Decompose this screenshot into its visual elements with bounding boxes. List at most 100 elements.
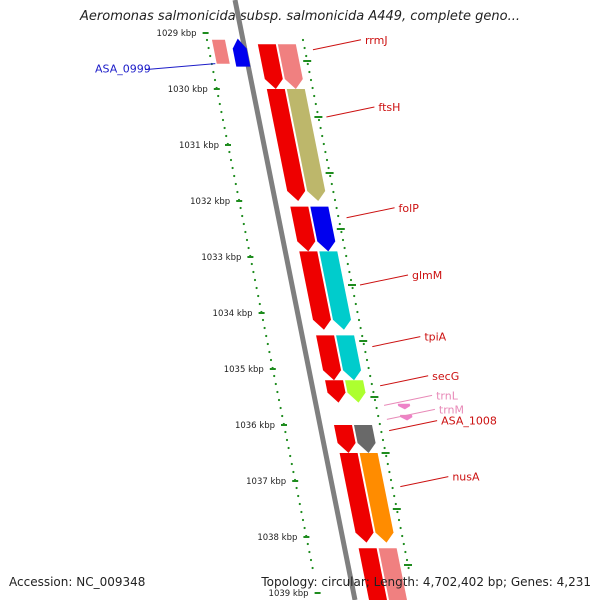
feature-leader xyxy=(144,63,216,71)
outer-ruler-dot xyxy=(388,470,391,474)
outer-ruler-dot xyxy=(322,142,325,146)
feature-ASA_1008-arrow xyxy=(354,425,376,453)
ruler-tick-label: 1036 kbp xyxy=(235,421,275,431)
outer-ruler-dot xyxy=(341,238,345,242)
feature-leader xyxy=(386,408,435,420)
ruler-dot xyxy=(218,102,221,106)
ruler-tick-label: 1033 kbp xyxy=(201,253,241,263)
genome-summary: Topology: circular; Length: 4,702,402 bp… xyxy=(261,575,591,589)
outer-ruler-dot xyxy=(381,438,385,442)
outer-ruler-dot xyxy=(301,38,305,42)
outer-ruler-dot xyxy=(338,222,341,226)
ruler-dot xyxy=(287,446,290,450)
outer-ruler-dot xyxy=(389,478,393,482)
outer-ruler-dot xyxy=(365,358,369,362)
accession-label: Accession: NC_009348 xyxy=(9,575,146,589)
outer-ruler-dot xyxy=(399,526,402,530)
ruler-dot xyxy=(247,246,250,250)
feature-label: ASA_0999 xyxy=(95,63,151,76)
ruler-dot xyxy=(207,46,210,50)
outer-ruler-dot xyxy=(391,486,394,490)
feature-label: ftsH xyxy=(378,101,400,114)
feature-block xyxy=(211,39,230,64)
outer-ruler-dot xyxy=(394,502,397,506)
ruler-tick-label: 1038 kbp xyxy=(257,533,297,543)
ruler-dot xyxy=(308,550,311,554)
outer-ruler-dot xyxy=(308,70,311,74)
outer-ruler-dot xyxy=(321,134,324,138)
outer-ruler-dot xyxy=(385,454,388,458)
ruler-dot xyxy=(284,430,287,434)
ruler-tick-label: 1032 kbp xyxy=(190,197,230,207)
outer-ruler-dot xyxy=(303,46,306,50)
ruler-dot xyxy=(277,398,281,402)
cds-arrow xyxy=(334,425,356,453)
ruler-tick-label: 1031 kbp xyxy=(179,141,219,151)
ruler-dot xyxy=(241,214,244,218)
ruler-dot xyxy=(225,134,228,138)
outer-ruler-dot xyxy=(393,494,396,498)
ruler-dot xyxy=(205,38,209,42)
feature-label: ASA_1008 xyxy=(441,415,497,428)
outer-ruler-dot xyxy=(383,446,386,450)
outer-ruler-dot xyxy=(369,374,372,378)
outer-ruler-dot xyxy=(364,350,367,354)
feature-label: glmM xyxy=(412,269,442,282)
feature-glmM-arrow xyxy=(319,251,351,330)
ruler-dot xyxy=(220,110,223,114)
feature-leader xyxy=(383,394,433,406)
ruler-dot xyxy=(273,374,276,378)
outer-ruler-dot xyxy=(396,510,399,514)
feature-ftsH-arrow xyxy=(286,89,326,201)
feature-track xyxy=(211,38,413,600)
outer-ruler-dot xyxy=(401,534,404,538)
ruler-dots xyxy=(205,38,314,570)
outer-ruler-dot xyxy=(359,326,362,330)
ruler-dot xyxy=(252,270,255,274)
cds-track xyxy=(257,44,387,600)
feature-label: rrmJ xyxy=(365,34,388,47)
outer-ruler-dot xyxy=(354,302,357,306)
outer-ruler-dot xyxy=(380,430,383,434)
outer-ruler-dot xyxy=(402,542,405,546)
cds-arrow xyxy=(257,44,283,89)
outer-ruler-dot xyxy=(378,422,381,426)
outer-ruler-dot xyxy=(314,102,317,106)
ruler-dot xyxy=(244,230,247,234)
ruler-dot xyxy=(295,486,298,490)
outer-ruler-dot xyxy=(367,366,370,370)
outer-ruler-dot xyxy=(407,566,410,570)
ruler-dot xyxy=(281,414,284,418)
ruler-dot xyxy=(209,54,212,58)
feature-leader xyxy=(400,476,449,488)
outer-ruler-dot xyxy=(305,54,308,58)
feature-leader xyxy=(312,39,362,51)
ruler-tick-label: 1030 kbp xyxy=(168,85,208,95)
ruler-tick-label: 1035 kbp xyxy=(224,365,264,375)
outer-ruler-dot xyxy=(370,382,373,386)
feature-leader xyxy=(372,336,421,348)
cds-arrow xyxy=(358,548,387,600)
feature-labels: ASA_0999 rrmJ ftsH folP glmM tpiA secG trnLtrnM… xyxy=(95,34,497,488)
outer-ruler-dot xyxy=(356,310,359,314)
outer-ruler-dot xyxy=(375,406,378,410)
ruler-dot xyxy=(274,382,277,386)
outer-ruler-dot xyxy=(317,118,321,122)
outer-ruler-dot xyxy=(373,398,377,402)
feature-leader xyxy=(380,375,429,387)
cds-arrow xyxy=(316,335,342,381)
feature-nusA-arrow xyxy=(359,453,394,543)
outer-ruler-dot xyxy=(404,550,407,554)
outer-ruler-dots xyxy=(301,38,410,570)
genome-backbone xyxy=(232,0,358,600)
ruler-dot xyxy=(250,262,253,266)
feature-secG-arrow xyxy=(345,380,366,403)
outer-ruler-dot xyxy=(319,126,322,130)
ruler-dot xyxy=(269,358,273,362)
ruler-dot xyxy=(266,342,269,346)
outer-ruler-dot xyxy=(397,518,401,522)
cds-arrow xyxy=(299,251,331,330)
ruler-dot xyxy=(290,462,293,466)
outer-ruler-dot xyxy=(309,78,313,82)
